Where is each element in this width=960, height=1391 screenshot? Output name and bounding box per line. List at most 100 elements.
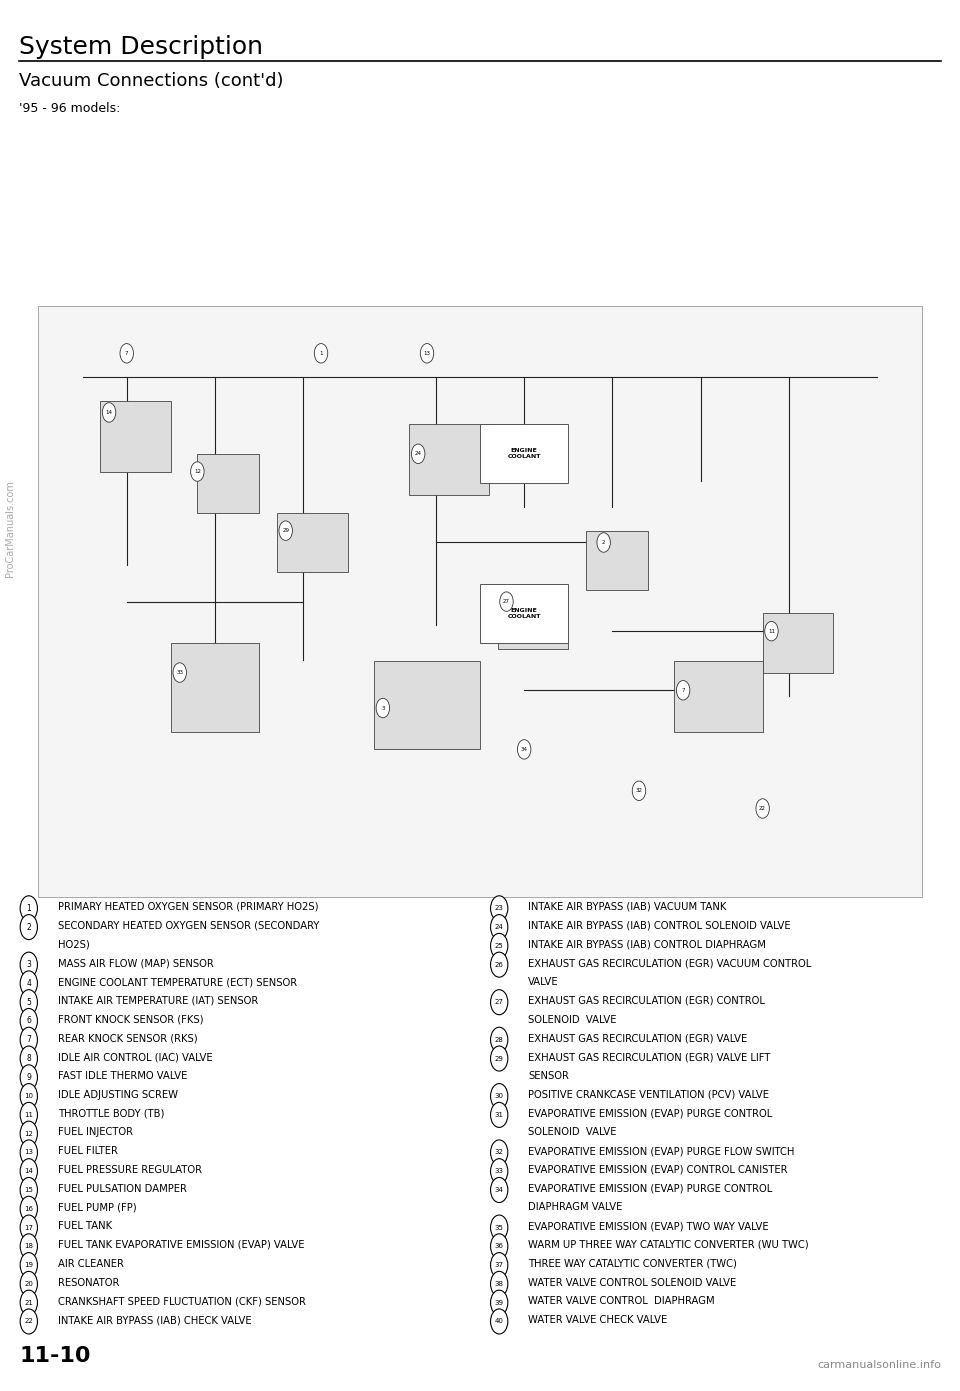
Circle shape [491,1103,508,1128]
Circle shape [491,1178,508,1203]
Text: 3: 3 [26,960,32,970]
Text: 37: 37 [494,1262,504,1269]
Circle shape [20,915,37,940]
Text: ProCarManuals.com: ProCarManuals.com [5,480,14,577]
Text: FUEL FILTER: FUEL FILTER [58,1146,117,1156]
Text: WARM UP THREE WAY CATALYTIC CONVERTER (WU TWC): WARM UP THREE WAY CATALYTIC CONVERTER (W… [528,1239,808,1251]
Text: 32: 32 [494,1149,504,1156]
Text: SENSOR: SENSOR [528,1071,569,1081]
Circle shape [491,1084,508,1109]
Bar [497,590,568,648]
Circle shape [491,1159,508,1184]
Text: 15: 15 [24,1187,34,1193]
Circle shape [20,951,37,976]
Circle shape [20,1216,37,1241]
Circle shape [491,1309,508,1334]
Circle shape [20,1253,37,1278]
Text: 27: 27 [503,600,510,604]
Text: 24: 24 [415,451,421,456]
Circle shape [491,1027,508,1053]
Text: 26: 26 [494,961,504,968]
Circle shape [491,1253,508,1278]
Circle shape [491,1291,508,1316]
Bar [480,424,568,484]
Circle shape [491,951,508,976]
Text: POSITIVE CRANKCASE VENTILATION (PCV) VALVE: POSITIVE CRANKCASE VENTILATION (PCV) VAL… [528,1089,769,1100]
Circle shape [20,1271,37,1296]
Text: 13: 13 [423,351,430,356]
Text: EXHAUST GAS RECIRCULATION (EGR) VALVE LIFT: EXHAUST GAS RECIRCULATION (EGR) VALVE LI… [528,1052,770,1063]
Circle shape [279,520,293,540]
Text: 4: 4 [26,979,32,988]
Circle shape [491,990,508,1015]
Text: 27: 27 [494,999,504,1006]
Text: SOLENOID  VALVE: SOLENOID VALVE [528,1014,616,1025]
Bar [409,424,489,495]
Text: SOLENOID  VALVE: SOLENOID VALVE [528,1127,616,1138]
Text: 29: 29 [494,1056,504,1061]
Text: 9: 9 [26,1072,32,1082]
Text: EVAPORATIVE EMISSION (EVAP) CONTROL CANISTER: EVAPORATIVE EMISSION (EVAP) CONTROL CANI… [528,1164,787,1175]
Text: WATER VALVE CONTROL  DIAPHRAGM: WATER VALVE CONTROL DIAPHRAGM [528,1296,714,1306]
Text: IDLE AIR CONTROL (IAC) VALVE: IDLE AIR CONTROL (IAC) VALVE [58,1052,212,1063]
Text: 1: 1 [320,351,323,356]
Circle shape [20,1196,37,1221]
Circle shape [633,782,646,800]
Text: INTAKE AIR TEMPERATURE (IAT) SENSOR: INTAKE AIR TEMPERATURE (IAT) SENSOR [58,996,258,1006]
Text: FUEL PUMP (FP): FUEL PUMP (FP) [58,1202,136,1213]
Circle shape [20,1027,37,1053]
Text: 10: 10 [24,1093,34,1099]
Text: 22: 22 [759,805,766,811]
Text: 28: 28 [494,1036,504,1043]
Circle shape [20,971,37,996]
Text: 22: 22 [24,1319,34,1324]
Circle shape [517,740,531,759]
FancyBboxPatch shape [38,306,922,897]
Text: 2: 2 [27,922,31,932]
Text: 2: 2 [602,540,606,545]
Text: SECONDARY HEATED OXYGEN SENSOR (SECONDARY: SECONDARY HEATED OXYGEN SENSOR (SECONDAR… [58,921,319,931]
Text: 18: 18 [24,1244,34,1249]
Text: 1: 1 [27,904,31,912]
Text: 34: 34 [520,747,528,753]
Text: REAR KNOCK SENSOR (RKS): REAR KNOCK SENSOR (RKS) [58,1034,197,1043]
Text: 11: 11 [768,629,775,634]
Text: ENGINE
COOLANT: ENGINE COOLANT [508,608,540,619]
Text: 11-10: 11-10 [19,1346,90,1366]
Text: 33: 33 [494,1168,504,1174]
Circle shape [491,1046,508,1071]
Text: 13: 13 [24,1149,34,1156]
Bar [198,453,259,513]
Circle shape [500,593,514,612]
Circle shape [20,1234,37,1259]
Text: RESONATOR: RESONATOR [58,1277,119,1288]
Text: EXHAUST GAS RECIRCULATION (EGR) VALVE: EXHAUST GAS RECIRCULATION (EGR) VALVE [528,1034,747,1043]
Circle shape [491,915,508,940]
Text: 20: 20 [24,1281,34,1287]
Bar [674,661,762,732]
Text: EXHAUST GAS RECIRCULATION (EGR) VACUUM CONTROL: EXHAUST GAS RECIRCULATION (EGR) VACUUM C… [528,958,811,968]
Text: 14: 14 [24,1168,34,1174]
Text: DIAPHRAGM VALVE: DIAPHRAGM VALVE [528,1202,622,1213]
Bar [586,531,648,590]
Text: 7: 7 [26,1035,32,1045]
Circle shape [376,698,390,718]
Text: EVAPORATIVE EMISSION (EVAP) PURGE CONTROL: EVAPORATIVE EMISSION (EVAP) PURGE CONTRO… [528,1109,772,1118]
Text: carmanualsonline.info: carmanualsonline.info [817,1360,941,1370]
Text: THREE WAY CATALYTIC CONVERTER (TWC): THREE WAY CATALYTIC CONVERTER (TWC) [528,1259,737,1269]
Text: 35: 35 [494,1224,504,1231]
Text: WATER VALVE CONTROL SOLENOID VALVE: WATER VALVE CONTROL SOLENOID VALVE [528,1277,736,1288]
Circle shape [20,1084,37,1109]
Circle shape [20,990,37,1015]
Text: 12: 12 [24,1131,34,1136]
Text: 29: 29 [282,529,289,533]
Bar [276,513,348,572]
Text: 24: 24 [494,924,504,931]
Text: INTAKE AIR BYPASS (IAB) CHECK VALVE: INTAKE AIR BYPASS (IAB) CHECK VALVE [58,1314,252,1326]
Circle shape [20,1046,37,1071]
Text: 7: 7 [125,351,129,356]
Circle shape [120,344,133,363]
Text: 19: 19 [24,1262,34,1269]
Text: INTAKE AIR BYPASS (IAB) CONTROL DIAPHRAGM: INTAKE AIR BYPASS (IAB) CONTROL DIAPHRAG… [528,939,766,950]
Text: 38: 38 [494,1281,504,1287]
